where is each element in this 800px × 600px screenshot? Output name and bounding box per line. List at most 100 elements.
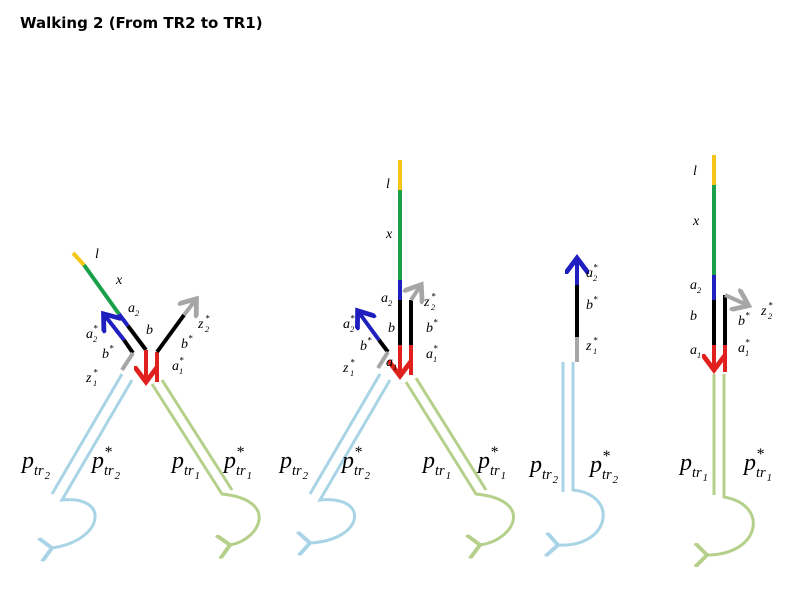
label-base: a bbox=[690, 278, 697, 293]
label-sup: * bbox=[433, 318, 438, 328]
label-base: b bbox=[102, 347, 109, 362]
label-base: a bbox=[172, 359, 179, 374]
label-sub: 1 bbox=[593, 347, 597, 356]
label-base: b bbox=[690, 309, 697, 324]
label-subsub: 2 bbox=[553, 474, 559, 486]
label-sub: 2 bbox=[431, 303, 435, 312]
label-base: z bbox=[423, 295, 430, 310]
label-sup: * bbox=[431, 292, 436, 302]
label-sub: tr bbox=[692, 465, 702, 481]
label-sup: * bbox=[188, 334, 193, 344]
title: Walking 2 (From TR2 to TR1) bbox=[20, 14, 263, 32]
label-base: a bbox=[381, 291, 388, 306]
label-base: a bbox=[128, 301, 135, 316]
label-sub: tr bbox=[490, 463, 500, 479]
panel-1-strands bbox=[52, 251, 261, 548]
label-base: p bbox=[222, 448, 236, 474]
label-sub: tr bbox=[236, 463, 246, 479]
label-subsub: 1 bbox=[195, 470, 200, 482]
label-base: b bbox=[360, 339, 367, 354]
label-sub: 2 bbox=[350, 325, 354, 334]
label-sup: * bbox=[756, 446, 764, 463]
label-sup: * bbox=[350, 358, 355, 368]
label-base: p bbox=[678, 450, 692, 476]
label-sup: * bbox=[93, 324, 98, 334]
label-sub: tr bbox=[542, 467, 552, 483]
label-sub: 2 bbox=[768, 312, 772, 321]
label-sub: 1 bbox=[179, 367, 183, 376]
label-base: p bbox=[278, 448, 292, 474]
label-base: b bbox=[426, 321, 433, 336]
label-base: b bbox=[388, 321, 395, 336]
label-subsub: 2 bbox=[303, 470, 309, 482]
label-base: p bbox=[90, 448, 104, 474]
label-base: a bbox=[586, 266, 593, 281]
label-sup: * bbox=[433, 344, 438, 354]
label-base: z bbox=[197, 317, 204, 332]
label-sup: * bbox=[104, 444, 112, 461]
label-sub: 1 bbox=[745, 349, 749, 358]
label-sub: 1 bbox=[697, 351, 701, 360]
label-base: z bbox=[760, 304, 767, 319]
label-base: a bbox=[86, 327, 93, 342]
label-sub: tr bbox=[756, 465, 766, 481]
label-sub: 1 bbox=[393, 363, 397, 372]
label-sub: 1 bbox=[93, 379, 97, 388]
label-sup: * bbox=[179, 356, 184, 366]
label-base: l bbox=[95, 247, 99, 262]
label-base: p bbox=[421, 448, 435, 474]
label-sub: tr bbox=[104, 463, 114, 479]
label-subsub: 1 bbox=[501, 470, 506, 482]
label-sup: * bbox=[350, 314, 355, 324]
label-base: z bbox=[342, 361, 349, 376]
label-subsub: 1 bbox=[446, 470, 451, 482]
label-base: p bbox=[476, 448, 490, 474]
label-base: p bbox=[340, 448, 354, 474]
label-base: x bbox=[115, 273, 123, 288]
label-subsub: 2 bbox=[365, 470, 371, 482]
label-base: p bbox=[170, 448, 184, 474]
label-base: z bbox=[585, 339, 592, 354]
label-sub: tr bbox=[435, 463, 445, 479]
label-sub: 2 bbox=[205, 325, 209, 334]
label-subsub: 2 bbox=[45, 470, 51, 482]
label-sub: 2 bbox=[593, 274, 597, 283]
label-sub: 2 bbox=[93, 335, 97, 344]
label-base: a bbox=[690, 343, 697, 358]
label-sup: * bbox=[93, 368, 98, 378]
label-sup: * bbox=[768, 301, 773, 311]
label-base: a bbox=[386, 355, 393, 370]
label-sub: tr bbox=[292, 463, 302, 479]
label-sup: * bbox=[602, 448, 610, 465]
label-sub: 2 bbox=[135, 309, 139, 318]
label-base: a bbox=[426, 347, 433, 362]
label-sup: * bbox=[490, 444, 498, 461]
label-base: b bbox=[586, 298, 593, 313]
label-base: p bbox=[528, 452, 542, 478]
panel-3-strands bbox=[558, 262, 605, 545]
label-sup: * bbox=[593, 336, 598, 346]
label-base: p bbox=[20, 448, 34, 474]
label-base: x bbox=[692, 214, 700, 229]
label-sub: 2 bbox=[697, 286, 701, 295]
label-base: a bbox=[343, 317, 350, 332]
label-base: b bbox=[181, 337, 188, 352]
label-sup: * bbox=[745, 338, 750, 348]
label-subsub: 2 bbox=[613, 474, 619, 486]
label-base: p bbox=[588, 452, 602, 478]
label-base: l bbox=[386, 177, 390, 192]
label-base: l bbox=[693, 164, 697, 179]
label-subsub: 1 bbox=[247, 470, 252, 482]
label-sup: * bbox=[236, 444, 244, 461]
label-sup: * bbox=[205, 314, 210, 324]
label-sup: * bbox=[593, 263, 598, 273]
label-sub: tr bbox=[354, 463, 364, 479]
label-subsub: 2 bbox=[115, 470, 121, 482]
label-base: p bbox=[742, 450, 756, 476]
label-base: x bbox=[385, 227, 393, 242]
label-sub: tr bbox=[34, 463, 44, 479]
label-sup: * bbox=[367, 336, 372, 346]
label-subsub: 1 bbox=[703, 472, 708, 484]
label-base: b bbox=[146, 323, 153, 338]
